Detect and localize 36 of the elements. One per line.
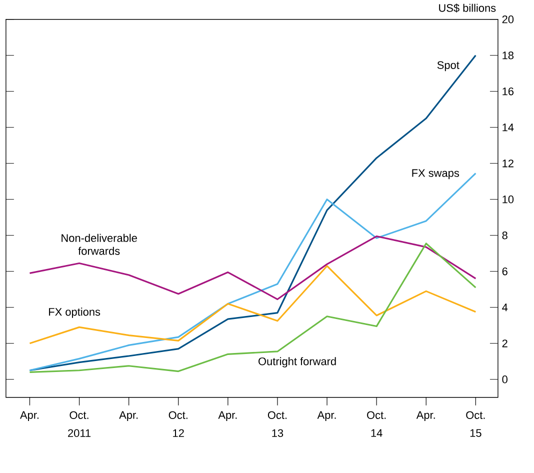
text: 15 <box>470 429 482 437</box>
series-label: Spot <box>437 61 460 72</box>
y-tick-label: 2 <box>502 340 508 348</box>
line-series <box>28 54 476 372</box>
y-tick-label: 4 <box>502 304 508 312</box>
y-tick-label: 16 <box>502 88 514 96</box>
x-tick-label: Oct. <box>466 411 485 419</box>
x-tick-label: Oct. <box>168 411 188 419</box>
x-tick-label: Apr. <box>119 411 138 422</box>
series-label: FX options <box>49 308 100 318</box>
x-tick-label: Apr. <box>416 411 435 422</box>
series-label: Non-deliverable forwards <box>62 234 137 255</box>
x-tick-label: Apr. <box>218 411 237 422</box>
x-tick-label: Oct. <box>268 411 287 419</box>
text: 12 <box>173 429 184 437</box>
y-tick-label: 8 <box>502 232 508 240</box>
series-label: Outright forward <box>258 357 336 368</box>
x-tick-label: Apr. <box>317 411 336 422</box>
x-tick-label: Oct. <box>70 411 88 419</box>
y-tick-label: 20 <box>502 16 514 24</box>
y-tick-label: 18 <box>502 52 514 60</box>
x-tick-label: Apr. <box>20 411 38 422</box>
line-series <box>28 235 476 300</box>
series-label: FX swaps <box>412 169 460 180</box>
y-axis-title: US$ billions <box>439 4 496 13</box>
text: 13 <box>272 429 284 437</box>
text: 2011 <box>68 429 91 437</box>
text: 14 <box>371 429 382 437</box>
y-tick-label: 10 <box>502 196 514 204</box>
y-tick-label: 6 <box>502 268 508 276</box>
x-tick-label: Oct. <box>367 411 386 419</box>
y-tick-label: 14 <box>502 124 514 132</box>
line-series <box>28 242 476 373</box>
y-tick-label: 12 <box>502 160 514 168</box>
line-series <box>28 265 476 344</box>
y-tick-label: 0 <box>502 376 508 384</box>
